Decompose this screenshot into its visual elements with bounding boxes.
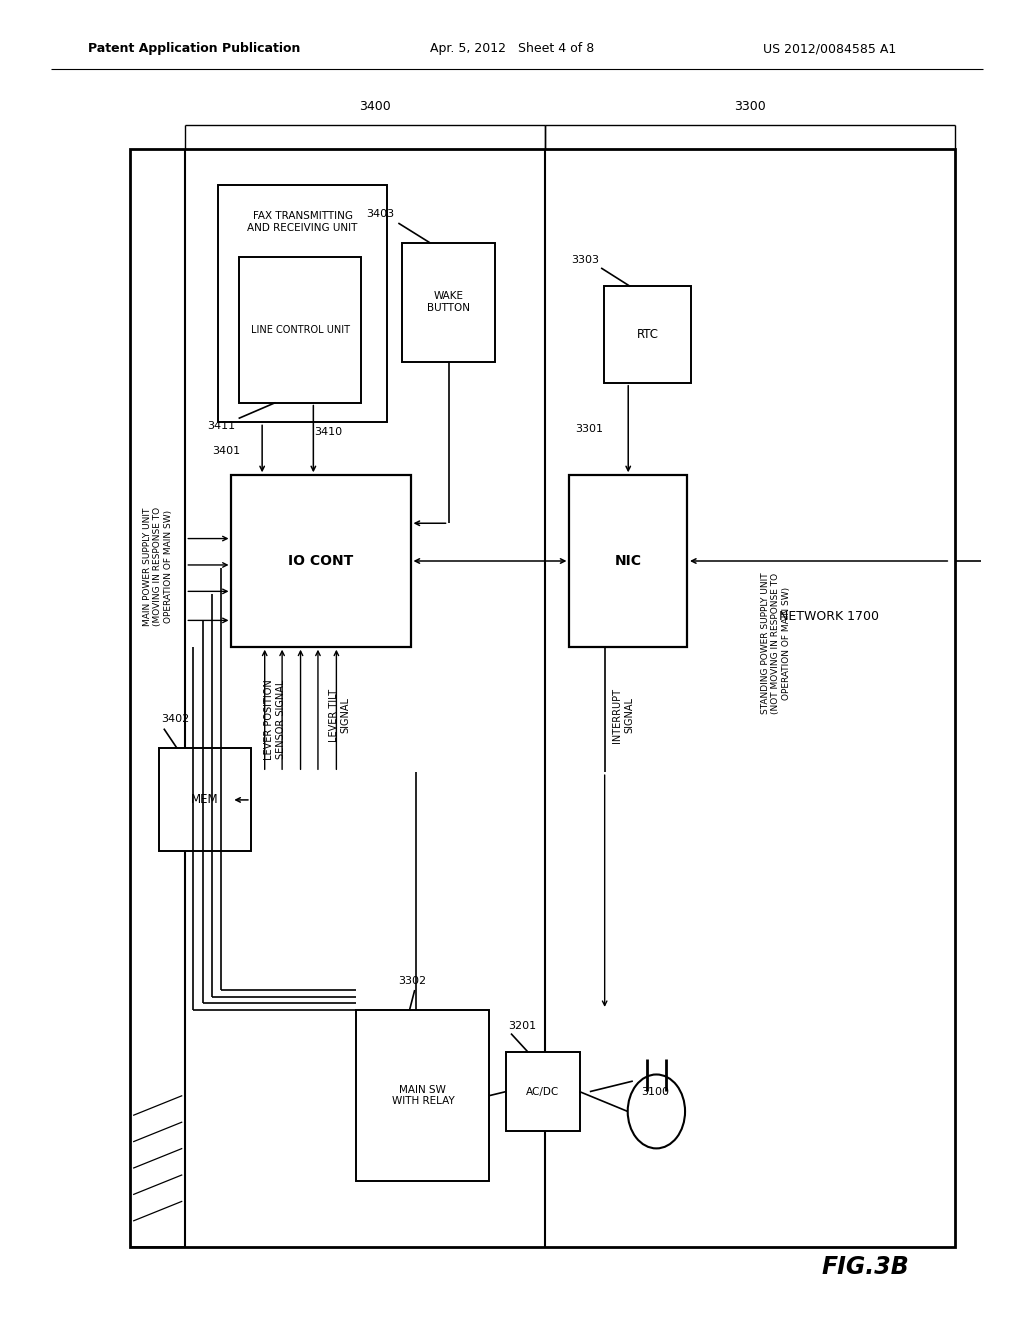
Text: IO CONT: IO CONT	[289, 554, 353, 568]
Bar	[159, 748, 251, 851]
Text: US 2012/0084585 A1: US 2012/0084585 A1	[763, 42, 896, 55]
Text: 3403: 3403	[367, 209, 394, 219]
Text: 3301: 3301	[575, 424, 603, 434]
Text: MAIN POWER SUPPLY UNIT
(MOVING IN RESPONSE TO
OPERATION OF MAIN SW): MAIN POWER SUPPLY UNIT (MOVING IN RESPON…	[142, 507, 173, 626]
Text: 3303: 3303	[571, 255, 599, 265]
Text: Patent Application Publication: Patent Application Publication	[88, 42, 301, 55]
Text: 3400: 3400	[359, 100, 391, 114]
Text: MAIN SW
WITH RELAY: MAIN SW WITH RELAY	[391, 1085, 455, 1106]
Text: FIG.3B: FIG.3B	[821, 1255, 909, 1279]
Bar	[130, 149, 955, 1247]
Text: 3300: 3300	[734, 100, 766, 114]
Text: LINE CONTROL UNIT: LINE CONTROL UNIT	[251, 325, 349, 335]
Text: NIC: NIC	[614, 554, 642, 568]
Text: 3410: 3410	[314, 426, 343, 437]
Bar	[356, 1010, 489, 1181]
Text: MEM: MEM	[191, 793, 218, 807]
Text: NETWORK 1700: NETWORK 1700	[779, 610, 880, 623]
Bar	[569, 475, 687, 647]
Text: AC/DC: AC/DC	[526, 1086, 559, 1097]
Bar	[604, 286, 691, 383]
Text: STANDING POWER SUPPLY UNIT
(NOT MOVING IN RESPONSE TO
OPERATION OF MAIN SW): STANDING POWER SUPPLY UNIT (NOT MOVING I…	[761, 573, 791, 714]
Bar	[506, 1052, 580, 1131]
Text: 3402: 3402	[161, 714, 189, 725]
Text: 3201: 3201	[508, 1020, 536, 1031]
Text: 3411: 3411	[208, 421, 236, 432]
Text: Apr. 5, 2012   Sheet 4 of 8: Apr. 5, 2012 Sheet 4 of 8	[430, 42, 594, 55]
Text: LEVER POSITION
SENSOR SIGNAL: LEVER POSITION SENSOR SIGNAL	[264, 678, 286, 760]
Text: WAKE
BUTTON: WAKE BUTTON	[427, 292, 470, 313]
Bar	[402, 243, 495, 362]
Text: 3100: 3100	[641, 1086, 669, 1097]
Text: LEVER TILT
SIGNAL: LEVER TILT SIGNAL	[329, 689, 350, 742]
Bar	[231, 475, 411, 647]
Text: INTERRUPT
SIGNAL: INTERRUPT SIGNAL	[612, 688, 634, 743]
Bar	[239, 257, 361, 403]
Text: FAX TRANSMITTING
AND RECEIVING UNIT: FAX TRANSMITTING AND RECEIVING UNIT	[248, 211, 357, 232]
Text: RTC: RTC	[637, 329, 658, 341]
Bar	[218, 185, 387, 422]
Text: 3302: 3302	[398, 975, 427, 986]
Text: 3401: 3401	[212, 446, 241, 457]
